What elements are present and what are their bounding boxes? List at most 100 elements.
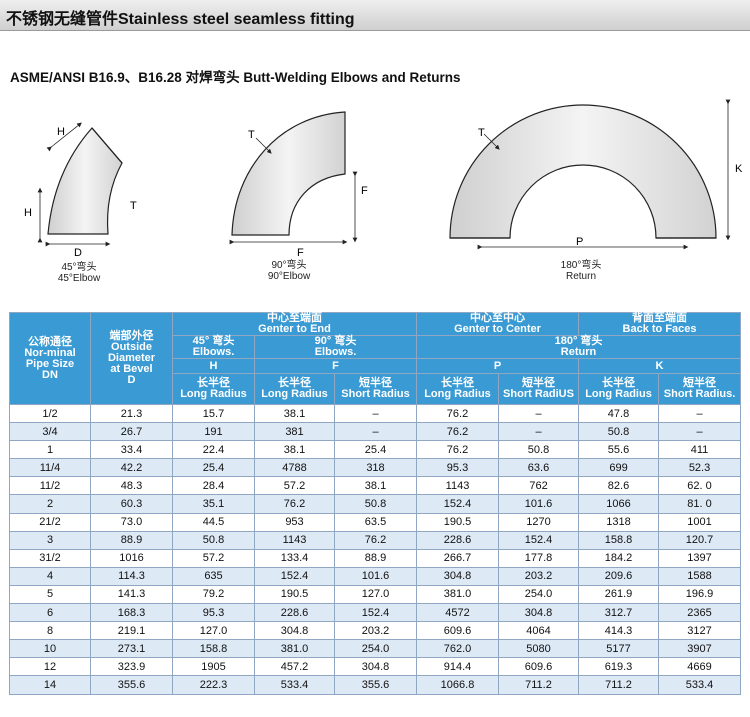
- cell-od: 73.0: [90, 512, 173, 532]
- cell-p-lr: 76.2: [416, 440, 499, 460]
- cell-od: 114.3: [90, 566, 173, 586]
- header-ctc-cn: 中心至中心: [470, 312, 525, 324]
- elbow-90-caption-cn: 90°弯头: [271, 260, 307, 271]
- cell-nps: 14: [9, 675, 91, 695]
- cell-od: 219.1: [90, 621, 173, 641]
- header-f-sr-en: Short Radius: [341, 388, 410, 400]
- cell-k-sr: 1001: [658, 512, 742, 532]
- cell-k-sr: 4669: [658, 657, 742, 677]
- cell-p-lr: 190.5: [416, 512, 499, 532]
- cell-f-sr: –: [334, 403, 417, 424]
- cell-f-lr: 190.5: [254, 584, 335, 605]
- header-od-cn: 端部外径: [109, 330, 154, 342]
- header-k-short-radius: 短半径 Short Radius.: [658, 373, 742, 405]
- cell-f-lr: 38.1: [254, 403, 335, 424]
- header-45-elbows: 45° 弯头 Elbows.: [172, 335, 255, 359]
- cell-p-lr: 609.6: [416, 621, 499, 641]
- header-k-lr-en: Long Radius: [585, 388, 652, 400]
- header-180-return: 180° 弯头 Return: [415, 335, 742, 359]
- cell-p-lr: 381.0: [416, 584, 499, 605]
- cell-p-lr: 1066.8: [416, 675, 499, 695]
- header-p-short-radius: 短半径 Short RadiUS: [497, 373, 580, 405]
- return-180-k-label: K: [735, 163, 743, 175]
- cell-f-lr: 304.8: [254, 621, 335, 641]
- cell-p-lr: 266.7: [416, 548, 499, 568]
- cell-k-sr: –: [658, 422, 742, 442]
- header-90-elbows: 90° 弯头 Elbows.: [254, 335, 417, 359]
- cell-k-sr: 120.7: [658, 530, 742, 550]
- header-k-sr-cn: 短半径: [683, 377, 717, 389]
- header-f: F: [254, 358, 417, 374]
- cell-f-lr: 381: [254, 422, 335, 442]
- header-center-to-end: 中心至端面 Genter to End: [172, 312, 417, 336]
- cell-nps: 5: [9, 584, 91, 605]
- header-p-long-radius: 长半径 Long Radius: [416, 373, 499, 405]
- table-body: 1/2 21.3 15.7 38.1–76.2–47.8– 3/4 26.7 191 381…: [9, 403, 742, 695]
- cell-f-sr: 50.8: [334, 494, 417, 514]
- cell-f-sr: 304.8: [334, 657, 417, 677]
- cell-nps: 1/2: [9, 403, 91, 424]
- header-p-lr-en: Long Radius: [424, 388, 491, 400]
- cell-h-lr: 1905: [172, 657, 255, 677]
- cell-nps: 10: [9, 639, 91, 659]
- cell-f-sr: 152.4: [334, 603, 417, 623]
- cell-k-sr: –: [658, 403, 742, 424]
- cell-k-lr: 82.6: [578, 476, 660, 496]
- cell-od: 1016: [90, 548, 173, 568]
- cell-k-lr: 261.9: [578, 584, 660, 605]
- cell-h-lr: 44.5: [172, 512, 255, 532]
- cell-p-lr: 95.3: [416, 458, 499, 478]
- cell-od: 33.4: [90, 440, 173, 460]
- header-45-en: Elbows.: [192, 346, 235, 358]
- cell-f-lr: 1143: [254, 530, 335, 550]
- cell-nps: 3: [9, 530, 91, 550]
- cell-p-lr: 762.0: [416, 639, 499, 659]
- header-180-cn: 180° 弯头: [554, 335, 603, 347]
- cell-nps: 12: [9, 657, 91, 677]
- header-h-lr-en: Long Radius: [180, 388, 247, 400]
- cell-k-lr: 5177: [578, 639, 660, 659]
- elbow-45-h-side-label: H: [24, 207, 32, 219]
- table-row: 31/2 1016 57.2 133.4 88.9 266.7 177.8 184.2 1397: [9, 548, 742, 568]
- cell-p-sr: –: [497, 422, 580, 442]
- table-row: 8 219.1 127.0 304.8 203.2 609.6 4064 414.3 3127: [9, 621, 742, 641]
- cell-p-sr: 63.6: [497, 458, 580, 478]
- cell-k-sr: 3127: [658, 621, 742, 641]
- cell-p-sr: 609.6: [497, 657, 580, 677]
- elbow-45-t-label: T: [130, 200, 137, 212]
- cell-f-sr: 101.6: [334, 566, 417, 586]
- header-h-lr-cn: 长半径: [197, 377, 230, 389]
- header-od-en2: Diameter: [107, 352, 156, 364]
- cell-h-lr: 158.8: [172, 639, 255, 659]
- header-k-long-radius: 长半径 Long Radius: [578, 373, 660, 405]
- cell-f-lr: 133.4: [254, 548, 335, 568]
- cell-k-lr: 158.8: [578, 530, 660, 550]
- cell-k-lr: 619.3: [578, 657, 660, 677]
- cell-f-sr: 76.2: [334, 530, 417, 550]
- cell-od: 21.3: [90, 403, 173, 424]
- header-h-long-radius: 长半径 Long Radius: [172, 373, 255, 405]
- cell-f-lr: 38.1: [254, 440, 335, 460]
- cell-f-lr: 457.2: [254, 657, 335, 677]
- header-cte-cn: 中心至端面: [267, 312, 322, 324]
- header-p-lr-cn: 长半径: [441, 377, 474, 389]
- cell-k-sr: 3907: [658, 639, 742, 659]
- page-title: 不锈钢无缝管件Stainless steel seamless fitting: [6, 11, 355, 28]
- elbow-45-h-top-label: H: [57, 126, 65, 138]
- cell-p-sr: 5080: [497, 639, 580, 659]
- elbow-90-caption-en: 90°Elbow: [267, 271, 311, 282]
- header-f-long-radius: 长半径 Long Radius: [254, 373, 335, 405]
- cell-p-lr: 76.2: [416, 422, 499, 442]
- header-outside-diameter: 端部外径 Outside Diameter at Bevel D: [90, 312, 173, 405]
- table-row: 11/4 42.2 25.4 4788 318 95.3 63.6 699 52.3: [9, 458, 742, 478]
- cell-p-sr: 152.4: [497, 530, 580, 550]
- cell-nps: 31/2: [9, 548, 91, 568]
- table-row: 1 33.4 22.4 38.1 25.4 76.2 50.8 55.6 411: [9, 440, 742, 460]
- cell-h-lr: 50.8: [172, 530, 255, 550]
- cell-p-sr: 101.6: [497, 494, 580, 514]
- cell-p-sr: 4064: [497, 621, 580, 641]
- cell-f-sr: 203.2: [334, 621, 417, 641]
- cell-nps: 4: [9, 566, 91, 586]
- cell-f-lr: 152.4: [254, 566, 335, 586]
- header-nps-en3: DN: [42, 368, 58, 381]
